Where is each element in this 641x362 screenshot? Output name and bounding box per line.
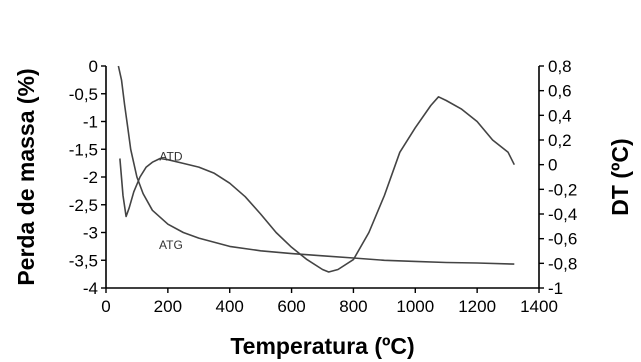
y-right-tick-label: -0,6 <box>548 230 577 249</box>
y-right-tick-label: 0,6 <box>548 82 572 101</box>
y-left-tick-label: 0 <box>89 57 98 76</box>
y-right-tick-label: 0,2 <box>548 131 572 150</box>
y-left-tick-label: -0,5 <box>69 85 98 104</box>
y-right-tick-label: -0,8 <box>548 254 577 273</box>
y-left-tick-label: -4 <box>83 279 98 298</box>
y-right-tick-label: 0,8 <box>548 57 572 76</box>
x-tick-label: 600 <box>277 297 305 316</box>
y-left-tick-label: -3,5 <box>69 251 98 270</box>
series-line-atd <box>119 96 516 273</box>
y-right-tick-label: 0,4 <box>548 106 572 125</box>
y-left-tick-label: -3 <box>83 224 98 243</box>
y-right-axis-title: DT (ºC) <box>607 138 633 215</box>
y-right-tick-label: -0,4 <box>548 205 577 224</box>
x-axis-title: Temperatura (ºC) <box>230 333 414 359</box>
x-tick-label: 400 <box>216 297 244 316</box>
y-left-tick-label: -1 <box>83 113 98 132</box>
x-tick-label: 1400 <box>520 297 558 316</box>
y-left-tick-label: -2,5 <box>69 196 98 215</box>
y-left-tick-label: -2 <box>83 168 98 187</box>
y-right-tick-label: 0 <box>548 156 557 175</box>
y-right-tick-label: -1 <box>548 279 563 298</box>
series-group <box>117 65 516 273</box>
series-label-atg: ATG <box>159 238 183 252</box>
y-left-tick-label: -1,5 <box>69 140 98 159</box>
series-line-atg <box>117 65 515 265</box>
axes <box>105 66 540 289</box>
y-right-tick-label: -0,2 <box>548 180 577 199</box>
x-tick-label: 1200 <box>458 297 496 316</box>
y-left-axis-title: Perda de massa (%) <box>13 68 39 285</box>
x-tick-label: 800 <box>339 297 367 316</box>
annotation-group: ATD ATG <box>159 149 183 252</box>
x-tick-label: 200 <box>154 297 182 316</box>
x-tick-label: 0 <box>101 297 110 316</box>
x-tick-label: 1000 <box>396 297 434 316</box>
series-label-atd: ATD <box>159 149 182 163</box>
tick-group: 0 200 400 600 800 1000 1200 1400 0 -0,5 -1 -1,5 -2 -2… <box>69 57 578 316</box>
